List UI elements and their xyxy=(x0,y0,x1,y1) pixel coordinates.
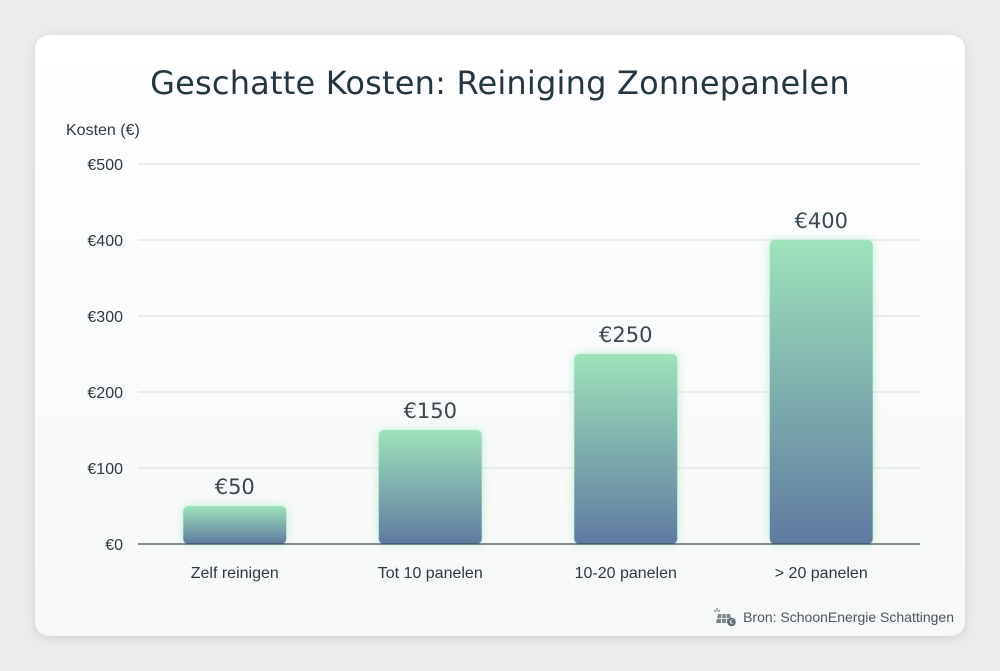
y-tick-label: €0 xyxy=(105,537,123,554)
chart-title: Geschatte Kosten: Reiniging Zonnepanelen xyxy=(150,64,850,102)
x-tick-label: > 20 panelen xyxy=(775,565,868,582)
solar-panel-euro-icon: € xyxy=(713,607,737,627)
y-tick-labels: €0 €100 €200 €300 €400 €500 xyxy=(87,157,123,554)
y-tick-label: €500 xyxy=(87,157,123,174)
source-note: € Bron: SchoonEnergie Schattingen xyxy=(713,607,954,627)
bar-value-label: €400 xyxy=(795,209,848,233)
y-tick-label: €400 xyxy=(87,233,123,250)
bar xyxy=(183,506,287,544)
bar xyxy=(769,240,873,544)
x-tick-labels: Zelf reinigen Tot 10 panelen 10-20 panelen… xyxy=(191,565,868,582)
value-labels: €50 €150 €250 €400 xyxy=(215,209,848,499)
bars xyxy=(183,240,873,544)
x-tick-label: Zelf reinigen xyxy=(191,565,279,582)
x-tick-label: Tot 10 panelen xyxy=(378,565,483,582)
y-tick-label: €200 xyxy=(87,385,123,402)
bar xyxy=(574,354,678,544)
bar-value-label: €50 xyxy=(215,475,255,499)
bar xyxy=(378,430,482,544)
x-tick-label: 10-20 panelen xyxy=(575,565,677,582)
source-text: Bron: SchoonEnergie Schattingen xyxy=(743,609,954,625)
y-axis-label: Kosten (€) xyxy=(66,122,140,139)
y-tick-label: €100 xyxy=(87,461,123,478)
bar-value-label: €150 xyxy=(404,399,457,423)
y-tick-label: €300 xyxy=(87,309,123,326)
bar-value-label: €250 xyxy=(599,323,652,347)
svg-text:€: € xyxy=(730,619,734,626)
